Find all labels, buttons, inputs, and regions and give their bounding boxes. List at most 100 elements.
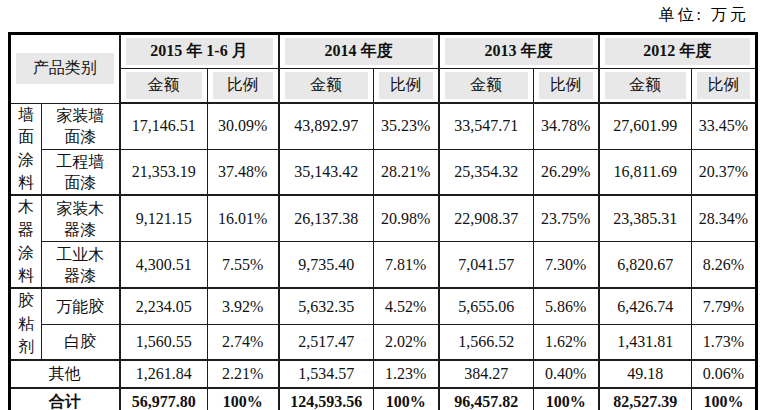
amount-header: 金额 — [439, 69, 534, 104]
amount-cell: 56,977.80 — [120, 388, 208, 410]
ratio-cell: 2.02% — [374, 324, 439, 360]
amount-cell: 5,632.35 — [279, 288, 374, 324]
amount-cell: 82,527.39 — [599, 388, 692, 410]
table-row: 工程墙 面漆 21,353.19 37.48% 35,143.42 28.21%… — [10, 149, 757, 195]
amount-cell: 9,121.15 — [120, 195, 208, 241]
product-category-header-label: 产品类别 — [16, 53, 114, 84]
row-label: 家装木 器漆 — [42, 195, 120, 241]
ratio-cell: 33.45% — [692, 103, 757, 149]
table-row: 工业木 器漆 4,300.51 7.55% 9,735.40 7.81% 7,0… — [10, 242, 757, 288]
ratio-cell: 1.62% — [534, 324, 599, 360]
amount-cell: 43,892.97 — [279, 103, 374, 149]
ratio-header: 比例 — [208, 69, 279, 104]
ratio-header: 比例 — [692, 69, 757, 104]
table-row: 胶 粘 剂 万能胶 2,234.05 3.92% 5,632.35 4.52% … — [10, 288, 757, 324]
amount-cell: 1,261.84 — [120, 360, 208, 388]
ratio-cell: 0.40% — [534, 360, 599, 388]
group-label-adhesives: 胶 粘 剂 — [10, 288, 42, 360]
document-page: 单位: 万元 产品类别 2015 年 1-6 月 2014 年度 201 — [0, 0, 763, 410]
amount-cell: 49.18 — [599, 360, 692, 388]
table-row-total: 合计 56,977.80 100% 124,593.56 100% 96,457… — [10, 388, 757, 410]
ratio-cell: 28.21% — [374, 149, 439, 195]
ratio-cell: 23.75% — [534, 195, 599, 241]
row-label: 工程墙 面漆 — [42, 149, 120, 195]
amount-cell: 9,735.40 — [279, 242, 374, 288]
ratio-cell: 1.23% — [374, 360, 439, 388]
row-label: 白胶 — [42, 324, 120, 360]
amount-cell: 16,811.69 — [599, 149, 692, 195]
ratio-cell: 2.21% — [208, 360, 279, 388]
amount-cell: 1,431.81 — [599, 324, 692, 360]
ratio-cell: 16.01% — [208, 195, 279, 241]
row-label: 万能胶 — [42, 288, 120, 324]
ratio-cell: 7.55% — [208, 242, 279, 288]
amount-cell: 7,041.57 — [439, 242, 534, 288]
ratio-header: 比例 — [534, 69, 599, 104]
ratio-cell: 20.98% — [374, 195, 439, 241]
ratio-cell: 3.92% — [208, 288, 279, 324]
amount-cell: 384.27 — [439, 360, 534, 388]
row-label: 工业木 器漆 — [42, 242, 120, 288]
amount-cell: 96,457.82 — [439, 388, 534, 410]
table-row: 墙 面 涂 料 家装墙 面漆 17,146.51 30.09% 43,892.9… — [10, 103, 757, 149]
amount-cell: 6,820.67 — [599, 242, 692, 288]
amount-cell: 25,354.32 — [439, 149, 534, 195]
ratio-cell: 100% — [692, 388, 757, 410]
ratio-cell: 2.74% — [208, 324, 279, 360]
ratio-cell: 28.34% — [692, 195, 757, 241]
ratio-cell: 7.30% — [534, 242, 599, 288]
amount-cell: 4,300.51 — [120, 242, 208, 288]
amount-cell: 1,560.55 — [120, 324, 208, 360]
group-label-wood-coatings: 木 器 涂 料 — [10, 195, 42, 288]
amount-header: 金额 — [599, 69, 692, 104]
ratio-cell: 0.06% — [692, 360, 757, 388]
amount-cell: 22,908.37 — [439, 195, 534, 241]
row-label: 家装墙 面漆 — [42, 103, 120, 149]
ratio-cell: 7.81% — [374, 242, 439, 288]
period-header-2015: 2015 年 1-6 月 — [120, 34, 279, 69]
table-row: 白胶 1,560.55 2.74% 2,517.47 2.02% 1,566.5… — [10, 324, 757, 360]
ratio-cell: 5.86% — [534, 288, 599, 324]
ratio-cell: 4.52% — [374, 288, 439, 324]
ratio-cell: 100% — [374, 388, 439, 410]
ratio-cell: 20.37% — [692, 149, 757, 195]
amount-header: 金额 — [279, 69, 374, 104]
period-header-2014: 2014 年度 — [279, 34, 439, 69]
amount-cell: 2,234.05 — [120, 288, 208, 324]
ratio-cell: 8.26% — [692, 242, 757, 288]
ratio-cell: 30.09% — [208, 103, 279, 149]
ratio-cell: 100% — [208, 388, 279, 410]
amount-cell: 5,655.06 — [439, 288, 534, 324]
amount-cell: 2,517.47 — [279, 324, 374, 360]
amount-cell: 21,353.19 — [120, 149, 208, 195]
amount-cell: 17,146.51 — [120, 103, 208, 149]
amount-cell: 26,137.38 — [279, 195, 374, 241]
product-category-header: 产品类别 — [10, 34, 120, 104]
ratio-cell: 7.79% — [692, 288, 757, 324]
ratio-cell: 26.29% — [534, 149, 599, 195]
table-row: 木 器 涂 料 家装木 器漆 9,121.15 16.01% 26,137.38… — [10, 195, 757, 241]
ratio-cell: 100% — [534, 388, 599, 410]
amount-cell: 35,143.42 — [279, 149, 374, 195]
unit-label: 单位: 万元 — [659, 5, 749, 26]
period-header-2013: 2013 年度 — [439, 34, 599, 69]
ratio-cell: 1.73% — [692, 324, 757, 360]
amount-cell: 1,534.57 — [279, 360, 374, 388]
amount-cell: 23,385.31 — [599, 195, 692, 241]
amount-cell: 27,601.99 — [599, 103, 692, 149]
other-row-label: 其他 — [10, 360, 120, 388]
ratio-cell: 34.78% — [534, 103, 599, 149]
amount-cell: 6,426.74 — [599, 288, 692, 324]
ratio-header: 比例 — [374, 69, 439, 104]
group-label-wall-coatings: 墙 面 涂 料 — [10, 103, 42, 195]
ratio-cell: 37.48% — [208, 149, 279, 195]
period-header-2012: 2012 年度 — [599, 34, 757, 69]
amount-cell: 1,566.52 — [439, 324, 534, 360]
amount-header: 金额 — [120, 69, 208, 104]
ratio-cell: 35.23% — [374, 103, 439, 149]
table-row: 其他 1,261.84 2.21% 1,534.57 1.23% 384.27 … — [10, 360, 757, 388]
product-revenue-table: 产品类别 2015 年 1-6 月 2014 年度 2013 年度 2012 年… — [8, 32, 758, 410]
total-row-label: 合计 — [10, 388, 120, 410]
amount-cell: 33,547.71 — [439, 103, 534, 149]
amount-cell: 124,593.56 — [279, 388, 374, 410]
